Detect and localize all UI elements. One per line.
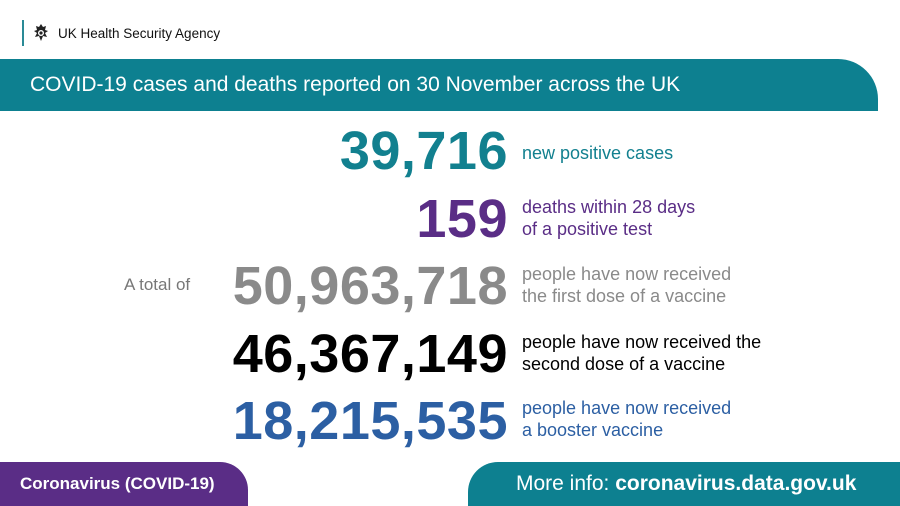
more-info-text: More info: coronavirus.data.gov.uk	[516, 462, 856, 506]
booster-label-line2: a booster vaccine	[522, 420, 664, 440]
cases-value: 39,716	[339, 121, 508, 181]
more-info-footer: More info: coronavirus.data.gov.uk	[468, 462, 900, 506]
deaths-label-line2: of a positive test	[522, 219, 653, 239]
second-dose-label-line2: second dose of a vaccine	[522, 354, 726, 374]
booster-label-line1: people have now received	[522, 398, 732, 418]
covid-footer-tab: Coronavirus (COVID-19)	[0, 462, 248, 506]
total-prefix: A total of	[124, 275, 191, 294]
page-title: COVID-19 cases and deaths reported on 30…	[30, 73, 681, 96]
more-info-link[interactable]: coronavirus.data.gov.uk	[615, 472, 857, 495]
deaths-label-line1: deaths within 28 days	[522, 197, 696, 217]
first-dose-label-line1: people have now received	[522, 264, 732, 284]
agency-name: UK Health Security Agency	[58, 25, 221, 41]
logo-divider	[22, 20, 24, 46]
agency-logo: UK Health Security Agency	[22, 20, 220, 46]
first-dose-label-line2: the first dose of a vaccine	[522, 286, 727, 306]
royal-crest-icon	[34, 24, 48, 41]
deaths-value: 159	[416, 189, 508, 249]
second-dose-value: 46,367,149	[232, 324, 508, 384]
first-dose-value: 50,963,718	[232, 256, 508, 316]
cases-label: new positive cases	[522, 143, 674, 163]
covid-footer-label: Coronavirus (COVID-19)	[20, 474, 215, 493]
second-dose-label-line1: people have now received the	[522, 332, 762, 352]
title-banner: COVID-19 cases and deaths reported on 30…	[0, 59, 878, 111]
more-info-prefix: More info:	[516, 472, 610, 495]
booster-value: 18,215,535	[232, 391, 508, 451]
